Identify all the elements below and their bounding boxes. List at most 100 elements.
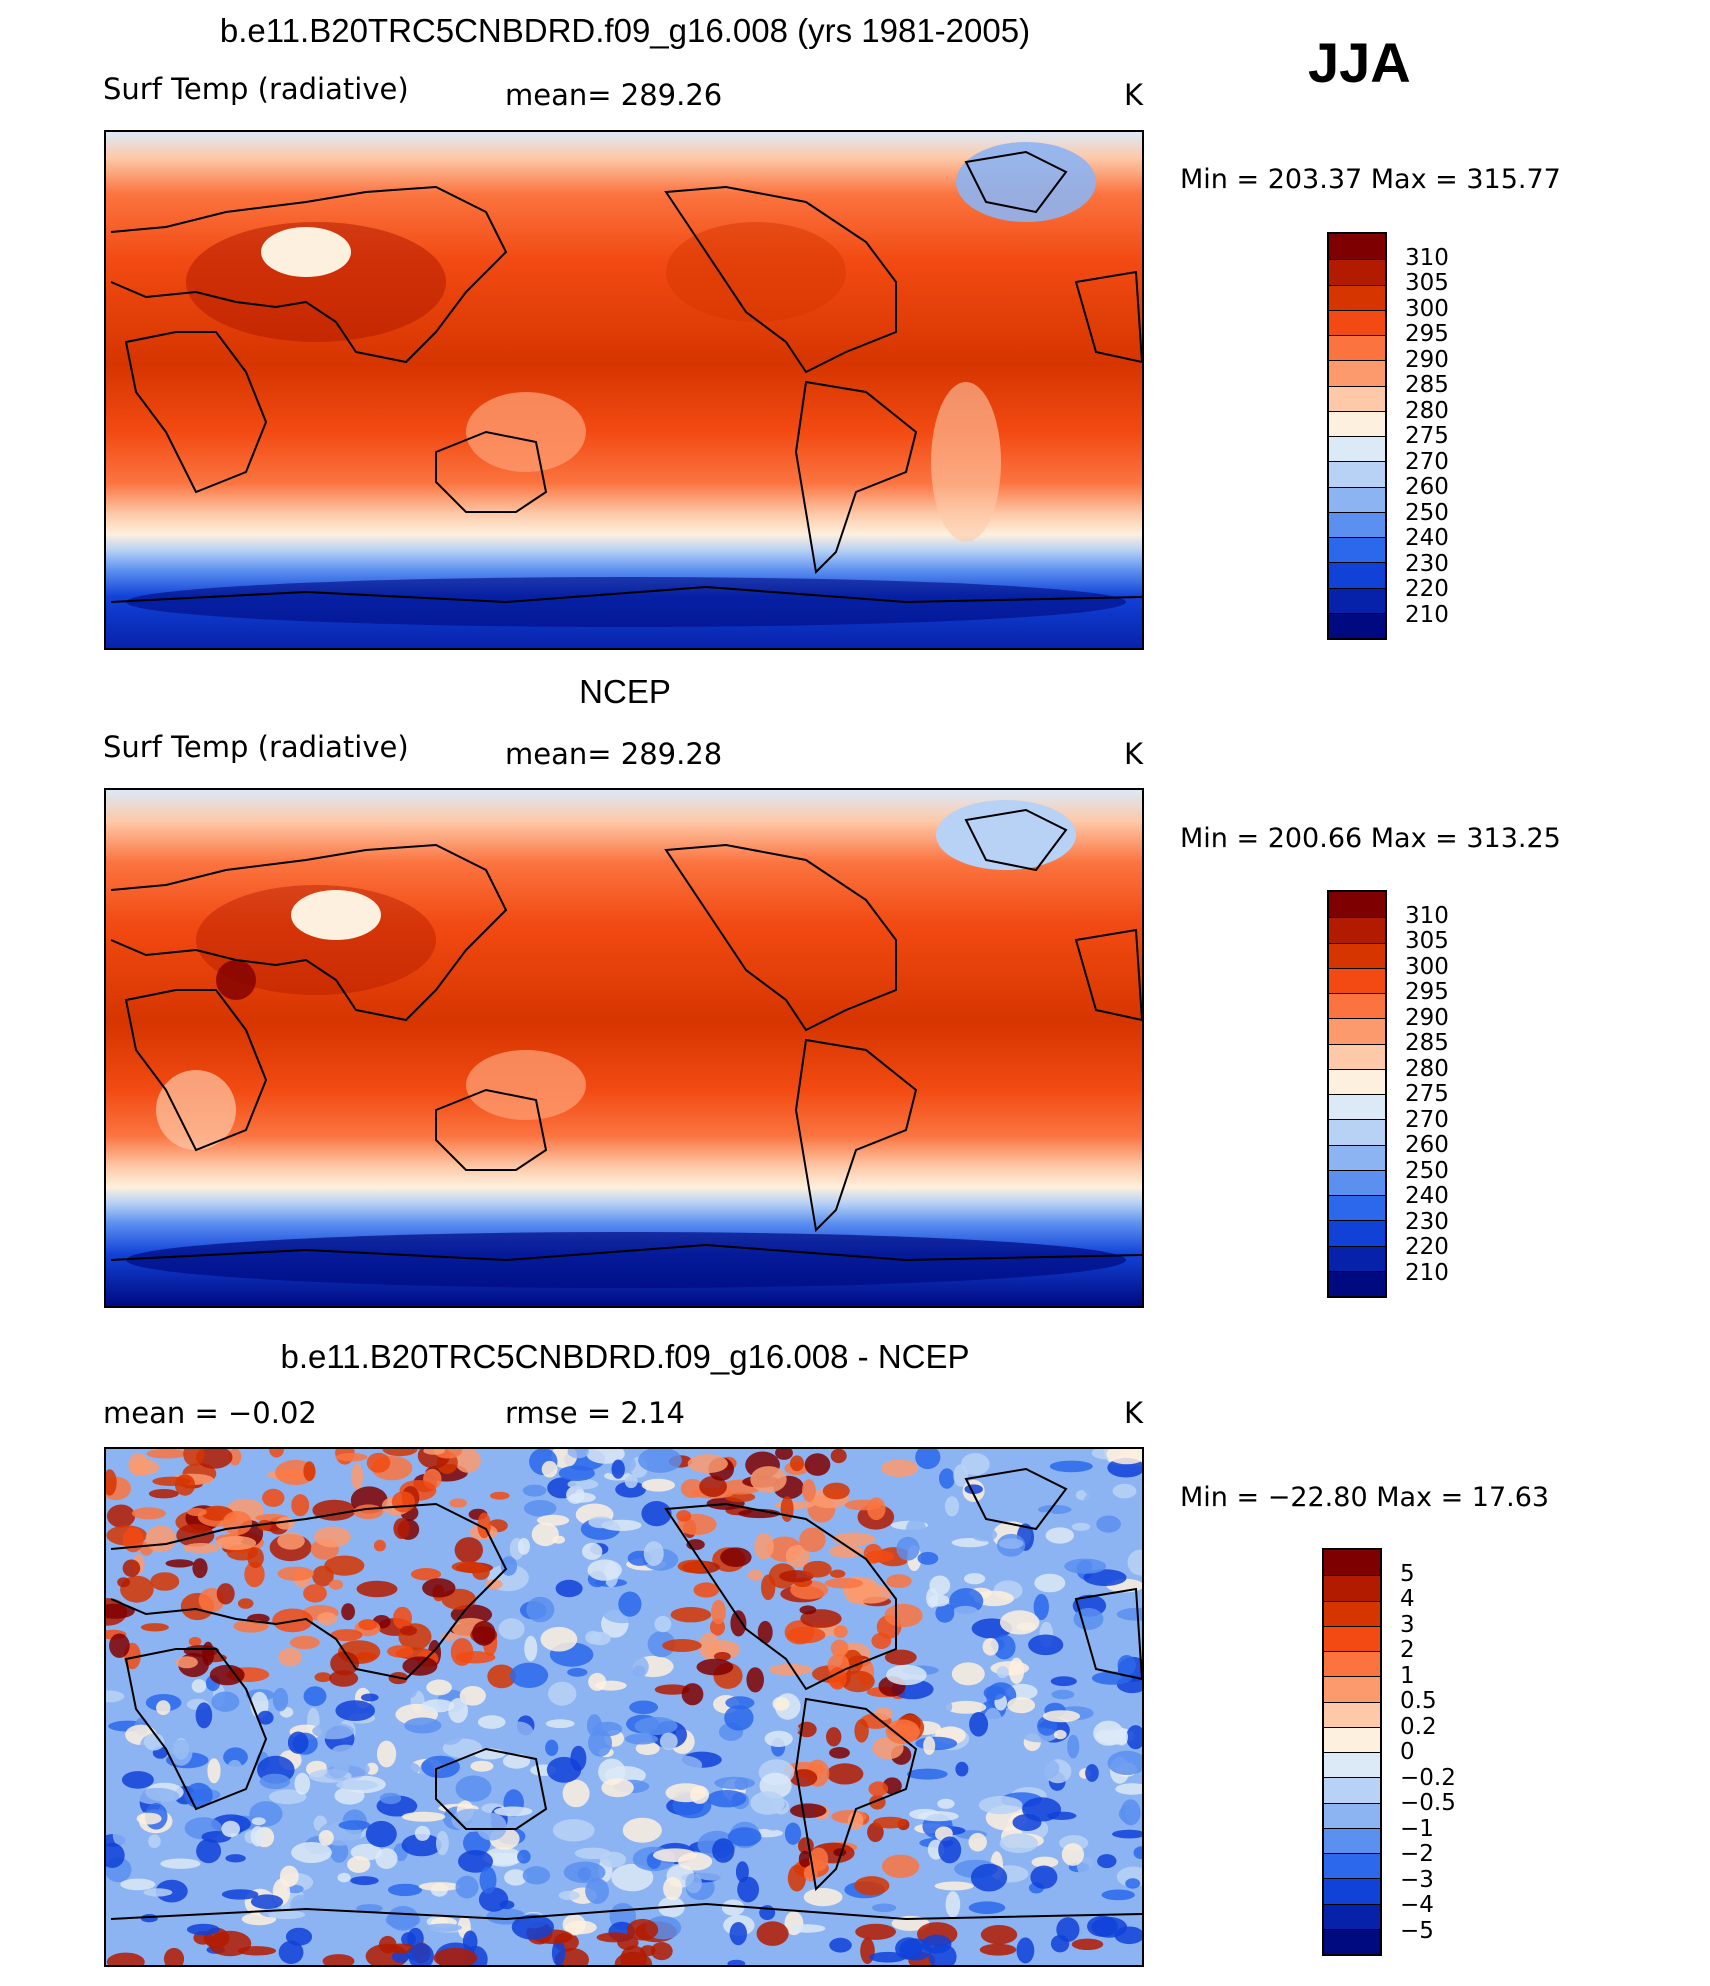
diff-patch [385,1911,421,1929]
diff-patch [174,1474,196,1496]
diff-patch [906,1768,948,1780]
diff-patch [833,1625,848,1638]
colorbar-tick-label: 275 [1405,423,1449,449]
colorbar-tick-label: 300 [1405,295,1449,322]
diff-patch [763,1817,783,1831]
diff-patch [867,1497,886,1521]
colorbar-swatch [1329,360,1385,386]
diff-patch [356,1580,398,1598]
diff-patch [165,1559,194,1568]
diff-patch [222,1510,252,1536]
diff-patch [824,1577,864,1589]
diff-patch [192,1558,208,1579]
diff-patch [978,1796,1023,1815]
diff-patch [373,1539,386,1552]
diff-patch [804,1453,831,1476]
diff-patch [294,1772,311,1795]
diff-patch [257,1519,272,1531]
diff-patch [705,1640,741,1660]
colorbar-tick-label: −4 [1400,1892,1434,1918]
colorbar-swatch [1329,1068,1385,1094]
diff-patch [563,1861,606,1884]
diff-patch [223,1747,248,1767]
diff-patch [347,1856,371,1873]
diff-patch [780,1496,794,1522]
diff-patch [1050,1676,1077,1687]
diff-patch [331,1744,360,1758]
diff-patch [567,1667,588,1677]
diff-patch [938,1836,962,1864]
colorbar-swatch [1324,1928,1380,1954]
diff-patch [1049,1460,1093,1473]
colorbar-tick-label: 220 [1405,1234,1449,1260]
colorbar-swatch [1324,1802,1380,1828]
diff-patch [109,1633,130,1658]
colorbar-swatch [1324,1827,1380,1853]
colorbar-tick-label: 270 [1405,1106,1449,1133]
diff-patch [643,1541,664,1566]
colorbar-swatch [1324,1625,1380,1651]
diff-patch [112,1823,129,1846]
diff-patch [277,1566,314,1581]
diff-patch [1042,1710,1081,1723]
diff-patch [1030,1865,1058,1889]
diff-patch [195,1702,213,1729]
diff-patch [1116,1607,1142,1621]
diff-patch [735,1861,749,1883]
diff-patch [928,1943,957,1965]
diff-patch [1056,1917,1080,1942]
colorbar-swatch [1324,1752,1380,1778]
colorbar-swatch [1324,1575,1380,1601]
diff-patch [540,1626,578,1652]
colorbar-swatch [1329,612,1385,638]
diff-patch [707,1790,747,1808]
diff-patch [999,1833,1038,1853]
colorbar-swatch [1329,511,1385,537]
diff-patch [641,1478,675,1492]
panel2-units: K [1124,737,1144,771]
diff-patch [426,1679,452,1696]
colorbar-swatch [1324,1903,1380,1929]
diff-patch [145,1525,177,1553]
diff-patch [1064,1558,1107,1574]
colorbar-swatch [1329,335,1385,361]
diff-patch [221,1820,240,1838]
diff-patch [567,1479,599,1490]
diff-patch [183,1543,220,1554]
diff-patch [834,1918,850,1936]
diff-patch [546,1756,582,1783]
diff-patch [1081,1473,1114,1497]
diff-patch [1028,1634,1064,1656]
colorbar-tick-label: 260 [1405,474,1449,500]
diff-patch [211,1691,240,1712]
diff-patch [789,1803,827,1818]
colorbar-swatch [1324,1550,1380,1576]
colorbar-swatch [1324,1878,1380,1904]
diff-patch [436,1831,449,1856]
diff-patch [601,1778,634,1798]
diff-patch [1112,1829,1142,1839]
diff-patch [695,1868,735,1881]
diff-patch [405,1675,418,1698]
diff-patch [712,1838,735,1863]
diff-patch [391,1950,410,1963]
diff-patch [326,1752,350,1779]
diff-patch [789,1924,826,1933]
colorbar-swatch [1324,1701,1380,1727]
diff-patch [980,1925,1018,1945]
diff-patch [1133,1846,1142,1860]
diff-patch [209,1664,245,1686]
diff-patch [979,1943,1017,1956]
diff-patch [399,1625,418,1636]
colorbar-tick-label: 310 [1405,902,1449,929]
diff-patch [268,1910,306,1920]
diff-patch [990,1661,1030,1676]
colorbar-swatch [1329,1169,1385,1195]
diff-patch [568,1492,596,1503]
diff-patch [567,1449,590,1459]
diff-patch [1120,1799,1141,1826]
diff-patch [522,1484,547,1497]
diff-patch [350,1876,379,1886]
diff-patch [358,1619,378,1631]
diff-patch [1092,1807,1114,1830]
